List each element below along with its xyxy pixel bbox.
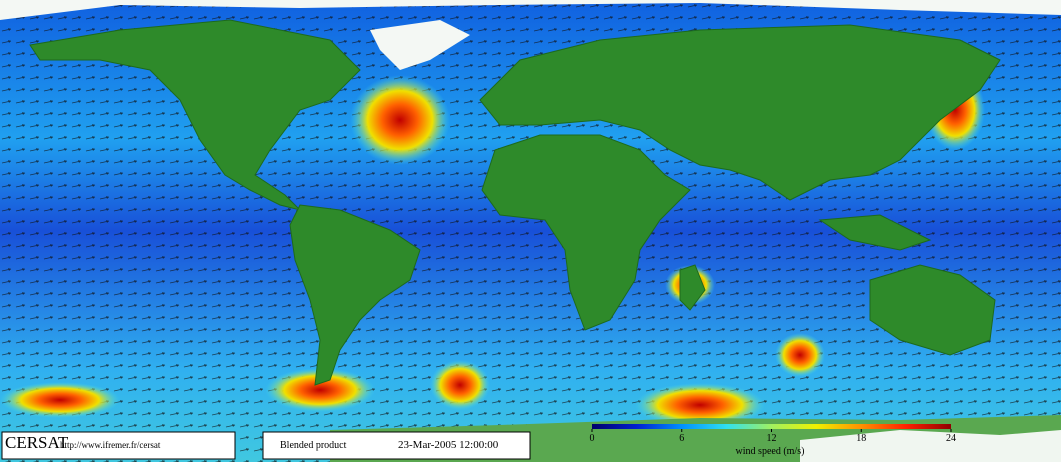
colorbar-tick-label: 18 bbox=[856, 433, 866, 444]
colorbar-tick-label: 24 bbox=[946, 433, 956, 444]
colorbar-label: wind speed (m/s) bbox=[736, 446, 805, 457]
colorbar-tick-label: 0 bbox=[590, 433, 595, 444]
logo: CERSAT bbox=[5, 433, 69, 452]
footer-boxes: CERSAT http://www.ifremer.fr/cersat Blen… bbox=[1, 431, 531, 460]
colorbar: wind speed (m/s) 0 6 12 18 24 bbox=[590, 424, 956, 457]
date: 23-Mar-2005 12:00:00 bbox=[398, 439, 499, 451]
product: Blended product bbox=[280, 440, 347, 451]
logo-box bbox=[1, 431, 236, 460]
info-box bbox=[262, 431, 531, 460]
colorbar-tick-label: 12 bbox=[767, 433, 777, 444]
colorbar-tick-label: 6 bbox=[679, 433, 684, 444]
colorbar-strip bbox=[592, 424, 951, 429]
url: http://www.ifremer.fr/cersat bbox=[60, 440, 161, 450]
